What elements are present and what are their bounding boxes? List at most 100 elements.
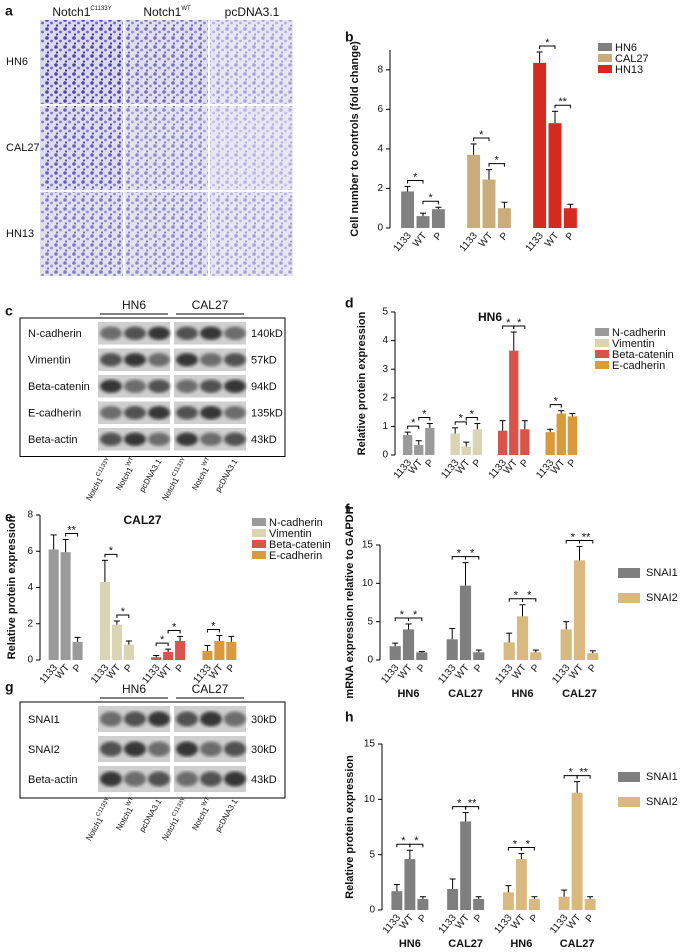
- significance-bracket: [206, 629, 220, 633]
- significance-bracket: [454, 421, 467, 425]
- x-tick-label: P: [472, 662, 485, 674]
- legend-swatch: [595, 350, 609, 358]
- blot-band: [224, 771, 246, 787]
- significance-label: *: [457, 548, 462, 560]
- label-text: Notch1: [160, 475, 181, 502]
- blot-group-label: HN6: [122, 682, 146, 696]
- blot-band: [124, 432, 146, 446]
- protein-name: E-cadherin: [28, 408, 81, 420]
- label-text: Notch1: [84, 475, 105, 502]
- lane-label: pcDNA3.1: [138, 457, 164, 494]
- bar: [558, 896, 570, 910]
- x-tick-label: WT: [477, 231, 495, 250]
- significance-bracket: [155, 642, 169, 647]
- legend-label: HN6: [615, 42, 637, 54]
- label-text: Notch1: [114, 465, 135, 492]
- blot-band: [200, 326, 222, 340]
- blot-band: [100, 432, 122, 446]
- significance-bracket: [65, 532, 79, 537]
- x-tick-label: P: [174, 662, 187, 674]
- blot-band: [224, 711, 246, 727]
- bar: [404, 859, 416, 910]
- x-tick-label: P: [471, 457, 484, 469]
- lane-label: pcDNA3.1: [214, 457, 240, 494]
- bar: [416, 652, 428, 660]
- significance-bracket: [488, 163, 505, 167]
- blot-band: [176, 326, 198, 340]
- blot-band: [200, 741, 222, 757]
- y-axis-label: mRNA expression relative to GAPDH: [344, 506, 356, 698]
- x-tick-label: WT: [454, 913, 472, 932]
- lane-label: Notch1C1133Y: [158, 456, 191, 502]
- protein-size: 57kD: [251, 355, 277, 367]
- bar: [502, 892, 514, 910]
- bar: [530, 652, 542, 660]
- significance-label: **: [67, 524, 76, 536]
- significance-label: *: [411, 417, 416, 429]
- blot-band: [224, 379, 246, 393]
- x-tick-label: P: [71, 662, 84, 674]
- legend-swatch: [598, 65, 612, 73]
- significance-bracket: [549, 404, 562, 408]
- bar: [48, 549, 59, 660]
- bar: [503, 642, 515, 660]
- micrograph-cells: [40, 192, 123, 276]
- lane-label: pcDNA3.1: [138, 797, 164, 834]
- bar: [497, 208, 511, 228]
- significance-bracket: [579, 540, 594, 544]
- y-tick-label: 15: [362, 540, 374, 551]
- protein-size: 140kD: [251, 328, 283, 340]
- bar: [473, 652, 485, 660]
- bar: [402, 629, 415, 660]
- blot-band: [124, 771, 146, 787]
- micrograph-cells: [210, 106, 293, 190]
- bar: [417, 898, 429, 910]
- bar: [473, 898, 485, 910]
- y-axis-label: Cell number to controls (fold change): [349, 41, 361, 237]
- lane-label: pcDNA3.1: [214, 797, 240, 834]
- blot-band: [148, 771, 170, 787]
- significance-bracket: [407, 425, 420, 430]
- blot-band: [100, 771, 122, 787]
- bar: [573, 560, 586, 660]
- blot-frame: [19, 701, 286, 799]
- x-tick-label: WT: [398, 913, 416, 932]
- x-tick-label: WT: [407, 458, 425, 477]
- bar: [446, 639, 458, 660]
- blot-group-label: CAL27: [192, 682, 229, 696]
- label-superscript: WT: [125, 456, 135, 467]
- label-text: Notch1: [143, 5, 181, 19]
- significance-bracket: [116, 614, 130, 619]
- blot-group-label: HN6: [122, 298, 146, 312]
- significance-label: *: [422, 408, 427, 420]
- x-tick-label: WT: [105, 663, 123, 682]
- blot-band: [200, 432, 222, 446]
- x-tick-label: WT: [502, 458, 520, 477]
- group-label: CAL27: [448, 938, 483, 950]
- significance-bracket: [513, 325, 526, 330]
- x-tick-label: P: [529, 662, 542, 674]
- blot-band: [148, 406, 170, 420]
- bar: [431, 209, 445, 228]
- legend-label: Vimentin: [612, 338, 655, 350]
- blot-band: [100, 353, 122, 367]
- label-text: pcDNA3.1: [225, 5, 280, 19]
- lane-label: Notch1C1133Y: [82, 796, 115, 842]
- blot-band: [100, 406, 122, 420]
- bar: [528, 898, 540, 910]
- x-tick-label: P: [586, 662, 599, 674]
- label-text: Notch1: [160, 815, 181, 842]
- significance-label: *: [513, 838, 518, 850]
- significance-label: *: [517, 317, 522, 329]
- y-tick-label: 1: [382, 421, 388, 432]
- legend-label: E-cadherin: [269, 550, 322, 562]
- bar: [459, 585, 472, 660]
- legend-label: SNAI1: [646, 567, 678, 579]
- legend-swatch: [252, 551, 266, 559]
- blot-band: [224, 406, 246, 420]
- x-tick-label: P: [528, 912, 541, 924]
- significance-bracket: [422, 200, 439, 205]
- legend-swatch: [252, 529, 266, 537]
- blot-band: [200, 711, 222, 727]
- label-text: Notch1: [190, 465, 211, 492]
